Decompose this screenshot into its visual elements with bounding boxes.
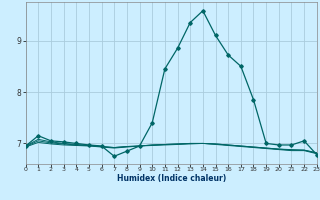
X-axis label: Humidex (Indice chaleur): Humidex (Indice chaleur) — [116, 174, 226, 183]
